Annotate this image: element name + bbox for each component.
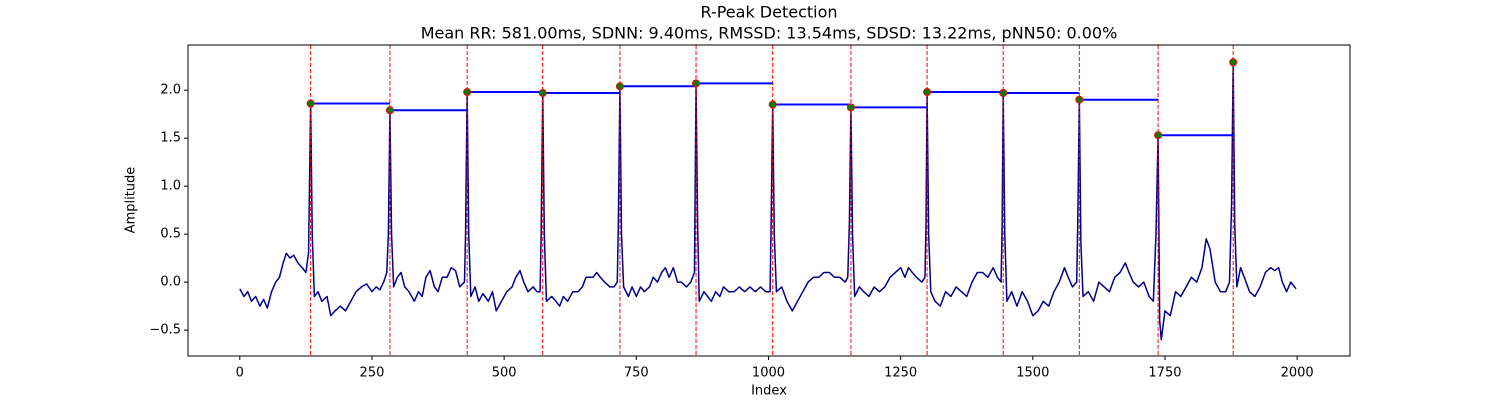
y-tick-label: 2.0 [160,83,181,98]
y-tick-label: 1.0 [160,179,181,194]
x-tick-label: 1000 [752,366,785,381]
x-tick-label: 250 [360,366,385,381]
x-tick-label: 0 [236,366,244,381]
r-peak-point [923,88,932,97]
y-axis-label: Amplitude [124,167,139,234]
r-peak-point [385,106,394,115]
chart-title: R-Peak Detection [700,3,837,22]
signal-line [239,61,1297,341]
y-tick-label: −0.5 [149,323,181,338]
y-tick-label: 1.5 [160,131,181,146]
r-peak-point [463,88,472,97]
x-tick-label: 1250 [884,366,917,381]
x-tick-label: 1750 [1148,366,1181,381]
plot-frame [187,44,1351,357]
r-peak-point [1154,131,1163,140]
chart-subtitle: Mean RR: 581.00ms, SDNN: 9.40ms, RMSSD: … [421,24,1118,43]
x-tick-label: 1500 [1016,366,1049,381]
x-axis-label: Index [751,384,787,399]
r-peak-point [306,99,315,108]
x-tick-label: 500 [492,366,517,381]
r-peak-point [615,82,624,91]
y-tick-label: 0.5 [160,227,181,242]
r-peak-point [1075,95,1084,104]
r-peak-point [538,88,547,97]
r-peak-point [1229,58,1238,67]
y-tick-label: 0.0 [160,275,181,290]
r-peak-point [768,100,777,109]
x-tick-label: 2000 [1281,366,1314,381]
x-tick-label: 750 [624,366,649,381]
r-peak-point [846,103,855,112]
r-peak-point [692,79,701,88]
r-peak-point [999,88,1008,97]
